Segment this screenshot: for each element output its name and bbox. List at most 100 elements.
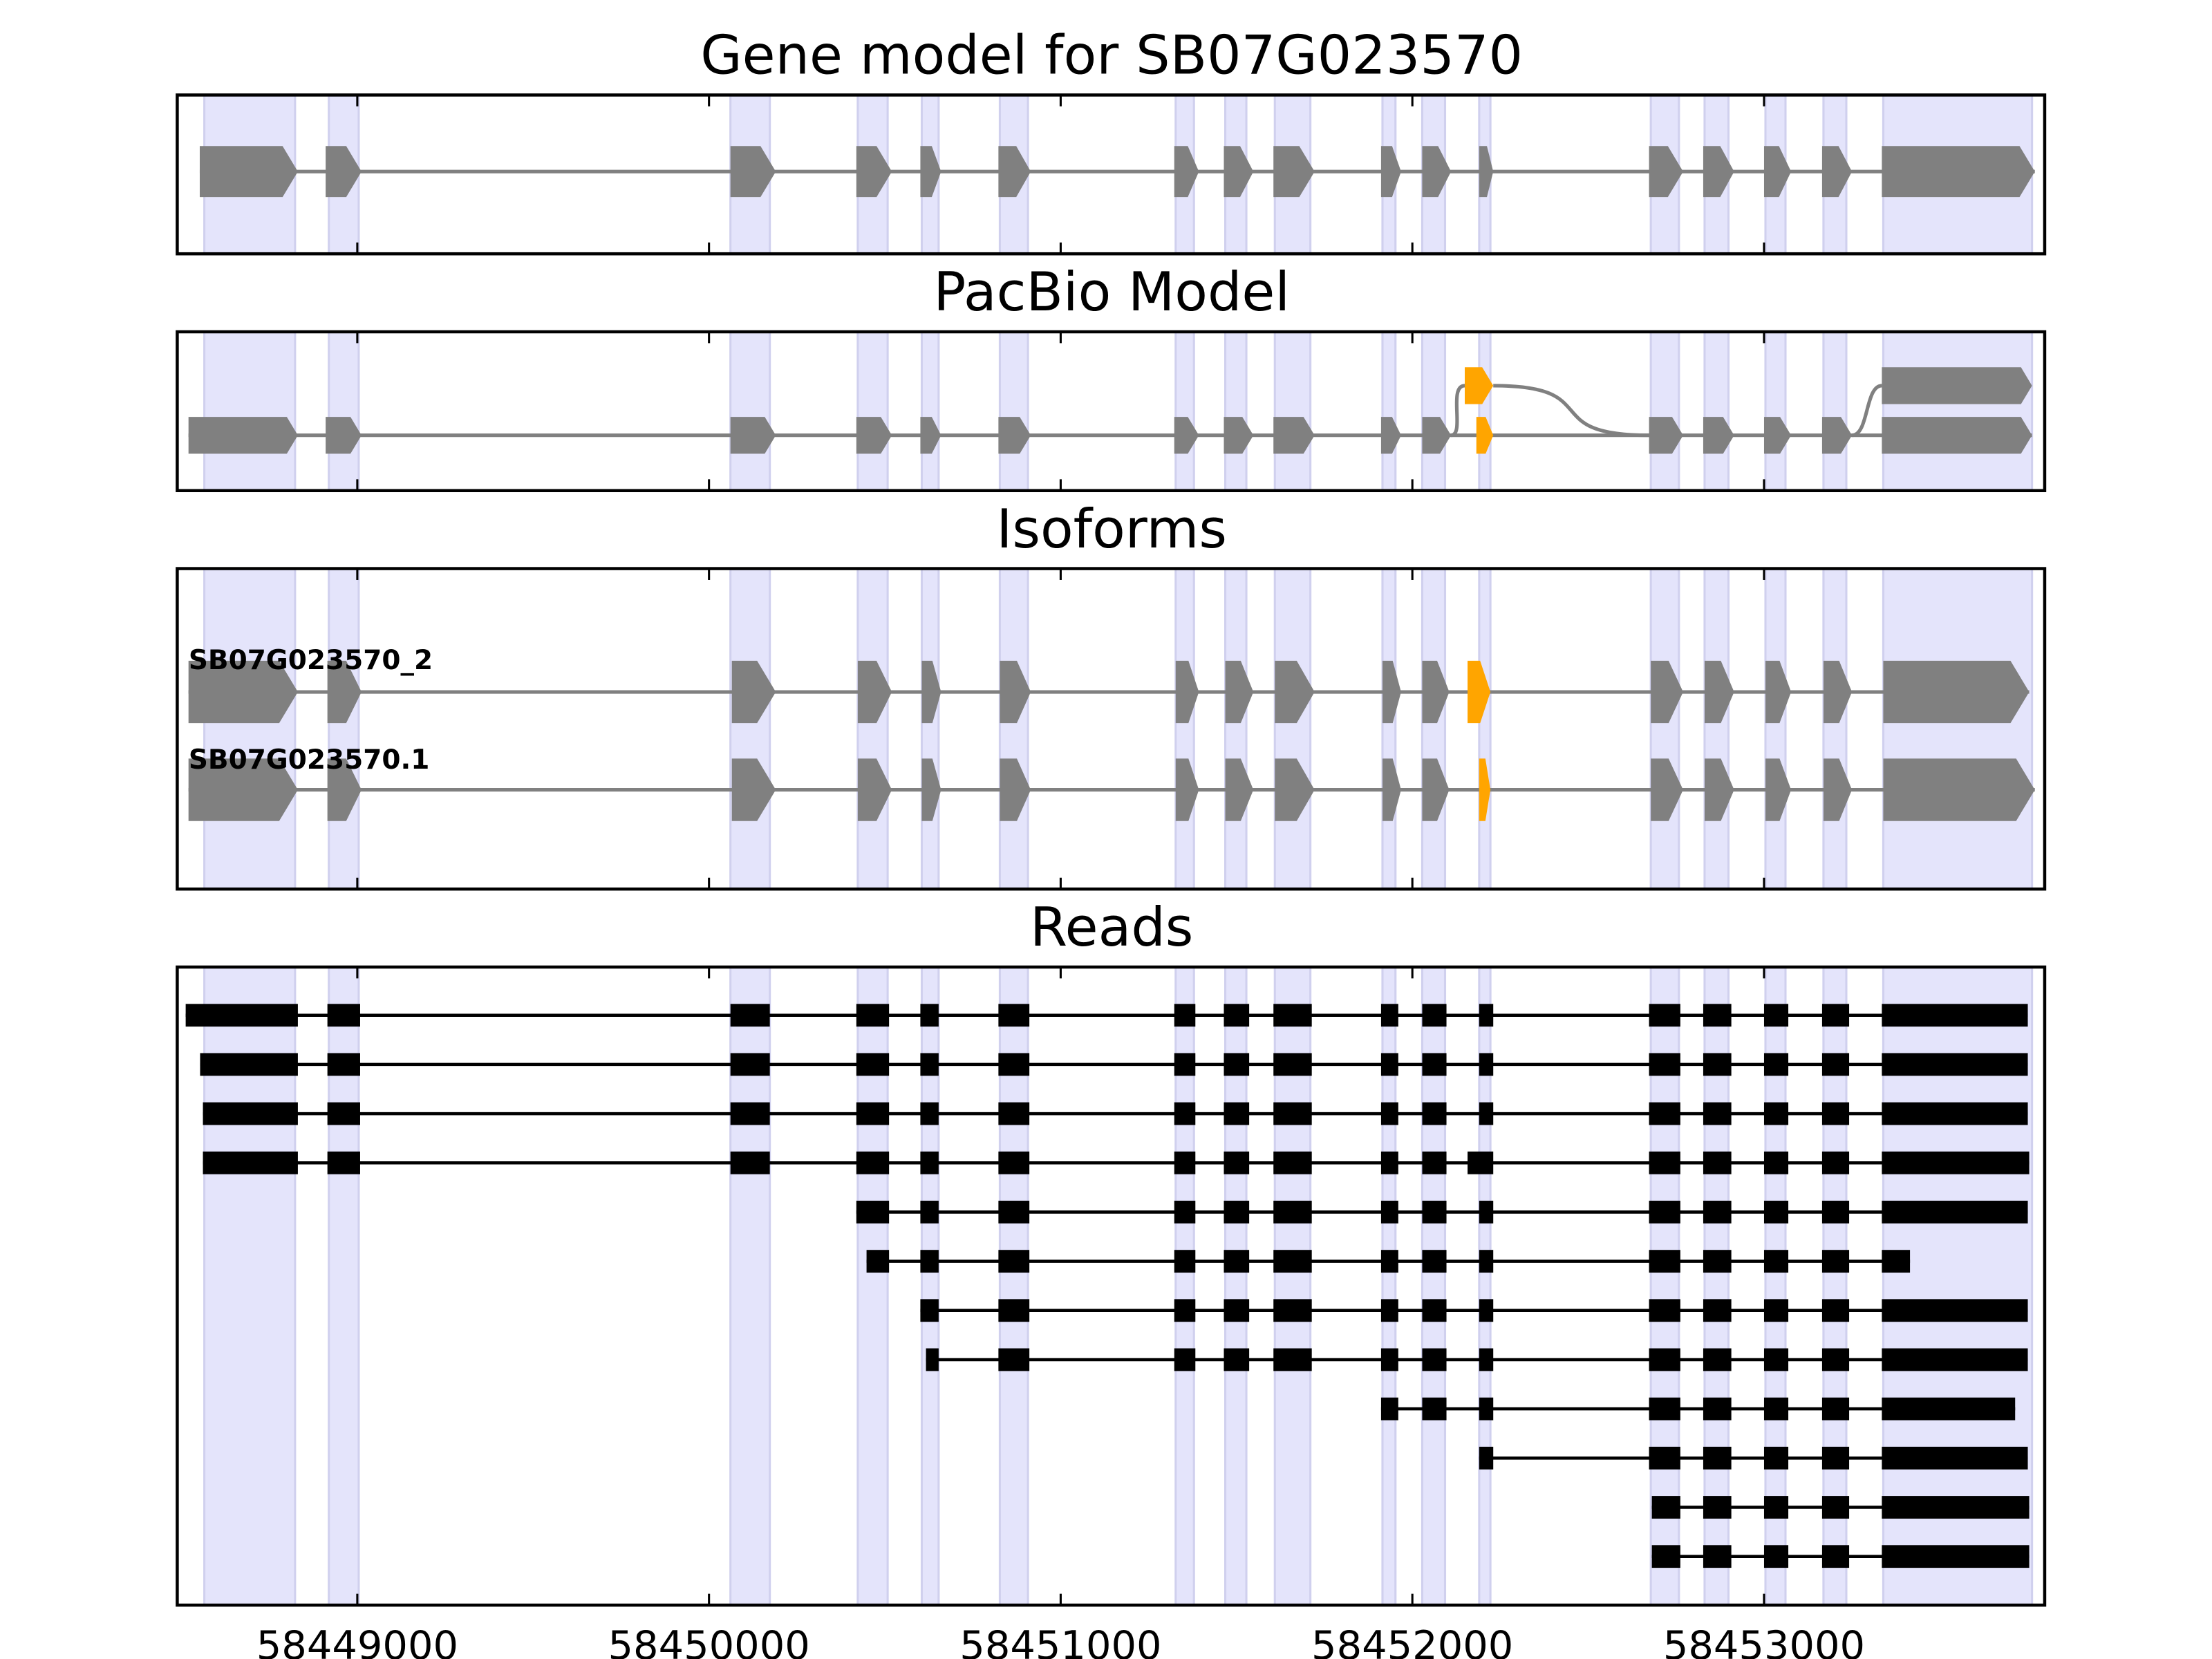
isoform-exon: [1823, 660, 1853, 724]
exon-shade-band: [1822, 568, 1848, 890]
pacbio-exon: [1224, 417, 1254, 454]
panel-frame: [176, 330, 2047, 492]
exon-shade-band: [1703, 568, 1730, 890]
read-exon-block: [1224, 1348, 1250, 1371]
exon-shade-band: [1381, 330, 1397, 492]
read-exon-block: [1422, 1102, 1447, 1125]
read-exon-block: [1763, 1348, 1789, 1371]
pacbio-exon: [1174, 417, 1199, 454]
read-exon-block: [1703, 1250, 1732, 1273]
read-exon-block: [998, 1201, 1030, 1224]
gene-exon: [1763, 146, 1792, 198]
read-exon-block: [1273, 1151, 1312, 1174]
pacbio-top-exon: [1882, 367, 2032, 404]
read-exon-block: [1479, 1004, 1494, 1027]
pacbio-exon: [1649, 417, 1683, 454]
read-row: [926, 1348, 2028, 1371]
pacbio-exon: [1763, 417, 1792, 454]
read-exon-block: [327, 1102, 360, 1125]
read-exon-block: [1821, 1201, 1850, 1224]
isoform-exon: [1765, 660, 1792, 724]
read-exon-block: [1882, 1053, 2028, 1076]
isoform-exon: [921, 660, 941, 724]
isoform-exon: [1000, 660, 1031, 724]
isoform-exon: [731, 758, 776, 821]
read-exon-block: [920, 1053, 939, 1076]
isoform-exon: [1823, 758, 1853, 821]
isoform-exon: [1651, 758, 1683, 821]
read-exon-block: [1380, 1299, 1398, 1322]
gene-exon: [1273, 146, 1315, 198]
read-exon-block: [1703, 1299, 1732, 1322]
read-exon-block: [1422, 1201, 1447, 1224]
gene-exon: [920, 146, 941, 198]
read-exon-block: [998, 1299, 1030, 1322]
branch-connector: [1493, 384, 1649, 438]
read-exon-block: [1380, 1102, 1398, 1125]
pacbio-model-title: PacBio Model: [933, 261, 1290, 324]
read-exon-block: [1174, 1102, 1196, 1125]
read-exon-block: [998, 1004, 1030, 1027]
read-exon-block: [1380, 1250, 1398, 1273]
isoform-exon: [731, 660, 776, 724]
read-exon-block: [1422, 1053, 1447, 1076]
read-exon-block: [1224, 1201, 1250, 1224]
highlighted-exon: [1468, 660, 1491, 724]
read-exon-block: [1882, 1004, 2028, 1027]
read-exon-block: [1882, 1397, 2016, 1421]
exon-shade-band: [1224, 568, 1248, 890]
pacbio-branch-exon: [1464, 367, 1494, 404]
read-exon-block: [1224, 1151, 1250, 1174]
read-exon-block: [1651, 1545, 1680, 1568]
read-row: [866, 1250, 1911, 1273]
isoform-label-2: SB07G023570.1: [189, 744, 430, 776]
read-exon-block: [920, 1299, 939, 1322]
read-exon-block: [1479, 1201, 1494, 1224]
panel-frame: [176, 567, 2047, 891]
exon-shade-band: [203, 568, 297, 890]
x-tick-label: 58449000: [256, 1622, 458, 1659]
read-exon-block: [998, 1102, 1030, 1125]
read-exon-block: [1882, 1496, 2030, 1519]
read-exon-block: [998, 1053, 1030, 1076]
exon-shade-band: [1224, 330, 1248, 492]
read-exon-block: [1422, 1250, 1447, 1273]
read-exon-block: [1649, 1299, 1680, 1322]
read-exon-block: [1224, 1102, 1250, 1125]
read-exon-block: [1273, 1348, 1312, 1371]
isoform-exon: [921, 758, 941, 821]
exon-shade-band: [729, 330, 771, 492]
read-row: [200, 1053, 2028, 1076]
read-exon-block: [1479, 1053, 1494, 1076]
read-exon-block: [856, 1151, 890, 1174]
isoform-exon: [1422, 660, 1450, 724]
read-exon-block: [998, 1348, 1030, 1371]
read-exon-block: [920, 1102, 939, 1125]
read-exon-block: [1821, 1545, 1850, 1568]
gene-exon: [1380, 146, 1401, 198]
isoform-exon: [857, 758, 892, 821]
read-exon-block: [1763, 1545, 1789, 1568]
read-exon-block: [1882, 1250, 1911, 1273]
exon-shade-band: [1882, 568, 2034, 890]
read-exon-block: [1703, 1004, 1732, 1027]
read-exon-block: [1882, 1151, 2030, 1174]
pacbio-exon: [1882, 417, 2032, 454]
isoform-exon: [1883, 758, 2035, 821]
read-exon-block: [1703, 1201, 1732, 1224]
read-exon-block: [1380, 1397, 1398, 1421]
read-row: [1651, 1496, 2030, 1519]
pacbio-exon: [188, 417, 298, 454]
read-exon-block: [1821, 1004, 1850, 1027]
read-exon-block: [1882, 1201, 2028, 1224]
read-exon-block: [1703, 1397, 1732, 1421]
read-exon-block: [1821, 1299, 1850, 1322]
read-exon-block: [920, 1250, 939, 1273]
exon-shade-band: [1764, 330, 1787, 492]
isoform-exon: [1225, 758, 1254, 821]
read-exon-block: [1821, 1397, 1850, 1421]
read-exon-block: [1763, 1102, 1789, 1125]
read-exon-block: [1468, 1151, 1494, 1174]
gene-exon: [1174, 146, 1199, 198]
